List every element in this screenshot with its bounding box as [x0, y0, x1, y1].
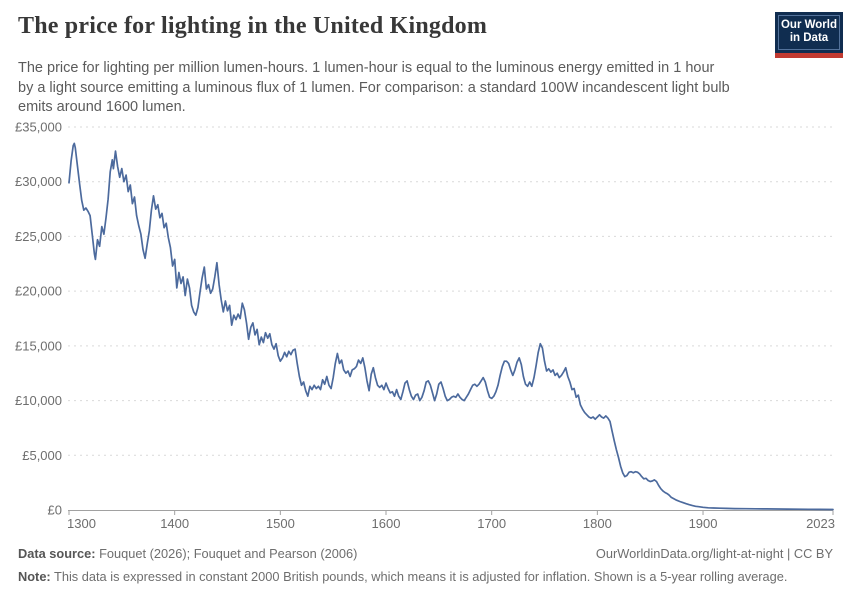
x-axis-label: 1700: [477, 516, 506, 531]
logo-red-stripe: [775, 53, 843, 58]
y-axis-label: £35,000: [15, 120, 62, 135]
y-axis-label: £25,000: [15, 229, 62, 244]
chart-subtitle: The price for lighting per million lumen…: [18, 59, 730, 118]
logo-box: Our World in Data: [775, 12, 843, 53]
subtitle-line: The price for lighting per million lumen…: [18, 60, 715, 76]
x-axis-label: 1500: [266, 516, 295, 531]
y-axis-label: £5,000: [22, 448, 62, 463]
x-axis-label: 1400: [160, 516, 189, 531]
owid-link[interactable]: OurWorldinData.org/light-at-night | CC B…: [595, 546, 833, 561]
y-axis-label: £15,000: [15, 338, 62, 353]
x-axis-label: 1300: [67, 516, 96, 531]
y-axis-label: £10,000: [15, 393, 62, 408]
owid-logo[interactable]: Our World in Data: [775, 12, 843, 58]
y-axis-label: £20,000: [15, 284, 62, 299]
logo-text-line2: in Data: [789, 32, 829, 44]
data-source-label: Data source:: [18, 546, 96, 561]
x-axis-label: 1800: [583, 516, 612, 531]
logo-text-line1: Our World: [780, 19, 837, 31]
note-line: Note: This data is expressed in constant…: [18, 569, 787, 584]
x-axis-label: 2023: [806, 516, 835, 531]
note-label: Note:: [18, 569, 51, 584]
subtitle-line: by a light source emitting a luminous fl…: [18, 79, 730, 96]
note-text: This data is expressed in constant 2000 …: [50, 569, 788, 584]
data-source-text: Fouquet (2026); Fouquet and Pearson (200…: [95, 546, 358, 561]
data-source-line: Data source: Fouquet (2026); Fouquet and…: [18, 546, 357, 561]
y-axis-label: £30,000: [15, 174, 62, 189]
y-axis-label: £0: [48, 503, 62, 518]
x-axis-label: 1900: [689, 516, 718, 531]
subtitle-line: emits around 1600 lumen.: [18, 99, 186, 115]
x-axis-label: 1600: [372, 516, 401, 531]
data-line[interactable]: [68, 142, 834, 511]
page-title: The price for lighting in the United Kin…: [18, 13, 488, 39]
